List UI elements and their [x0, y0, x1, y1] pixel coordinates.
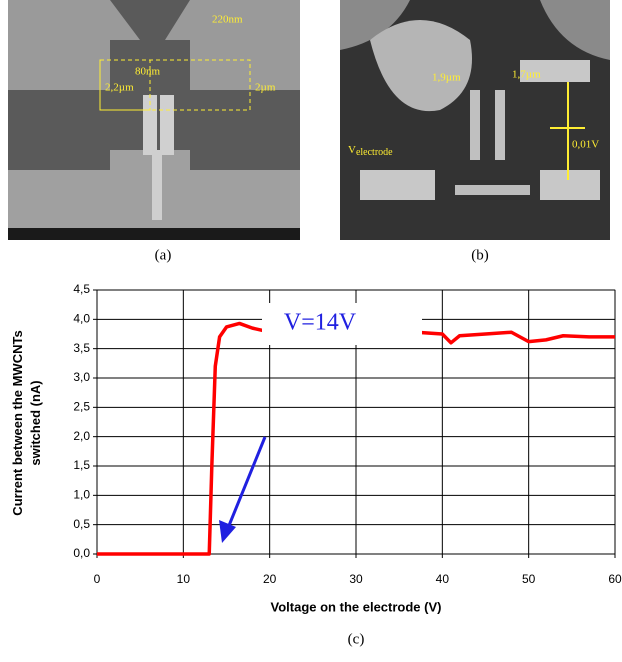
y-tick-label: 1,0 — [73, 488, 90, 502]
x-tick-label: 50 — [522, 572, 536, 586]
annotation: 2µm — [255, 82, 276, 94]
panel-label: (c) — [348, 631, 365, 647]
sem-image-a — [8, 0, 300, 240]
y-tick-label: 2,0 — [73, 429, 90, 443]
figure: 220nm 80nm 2,2µm 2µm (a) 1,9µm 1,7µm 0,0… — [0, 0, 622, 657]
panel-label: (b) — [471, 247, 489, 263]
annotation-sub: electrode — [356, 147, 393, 158]
x-axis-label: Voltage on the electrode (V) — [271, 599, 442, 614]
sem-image-b — [340, 0, 610, 240]
x-tick-label: 60 — [608, 572, 622, 586]
x-tick-label: 30 — [349, 572, 363, 586]
annotation: 1,9µm — [432, 72, 461, 84]
y-tick-label: 3,5 — [73, 341, 90, 355]
annotation: V=14V — [284, 310, 357, 336]
y-axis-label-line: switched (nA) — [28, 380, 43, 465]
panel-label: (a) — [155, 247, 172, 263]
y-tick-label: 4,5 — [73, 282, 90, 296]
y-tick-label: 1,5 — [73, 458, 90, 472]
x-tick-label: 10 — [177, 572, 191, 586]
page: 220nm 80nm 2,2µm 2µm (a) 1,9µm 1,7µm 0,0… — [0, 0, 622, 662]
y-tick-label: 3,0 — [73, 370, 90, 384]
y-axis-label-line: Current between the MWCNTs — [10, 330, 25, 515]
y-tick-label: 4,0 — [73, 312, 90, 326]
annotation-main: V — [348, 144, 356, 156]
annotation: 0,01V — [572, 139, 599, 151]
x-tick-label: 20 — [263, 572, 277, 586]
y-tick-label: 0,5 — [73, 517, 90, 531]
annotation: 2,2µm — [105, 82, 134, 94]
annotation: 220nm — [212, 14, 243, 26]
annotation: 80nm — [135, 66, 161, 78]
y-tick-label: 2,5 — [73, 400, 90, 414]
y-tick-label: 0,0 — [73, 546, 90, 560]
x-tick-label: 40 — [436, 572, 450, 586]
x-tick-label: 0 — [94, 572, 101, 586]
annotation: 1,7µm — [512, 69, 541, 81]
